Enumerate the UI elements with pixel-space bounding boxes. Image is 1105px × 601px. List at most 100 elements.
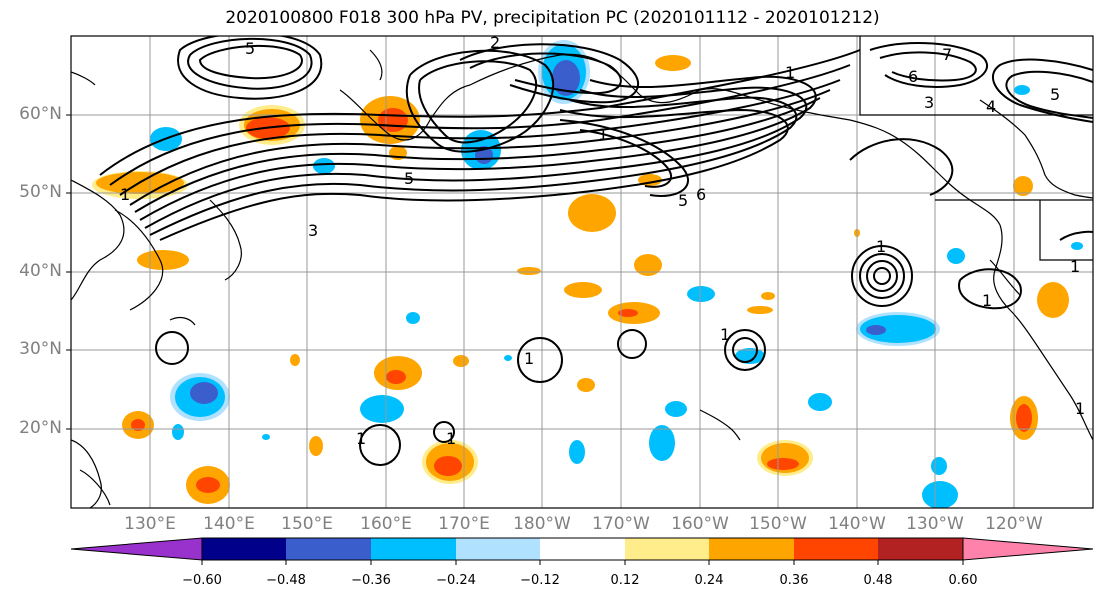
precip-positive-blob (577, 378, 595, 392)
precip-positive-blob (196, 477, 220, 493)
lon-label: 150°W (749, 514, 807, 534)
lat-lon-grid (71, 36, 1093, 508)
contour-label: 6 (908, 67, 918, 86)
colorbar-tick-label: −0.36 (351, 573, 391, 588)
precip-positive-blob (137, 250, 189, 270)
precip-positive-blob (434, 456, 462, 476)
contour-label: 1 (1070, 257, 1080, 276)
lon-label: 160°W (671, 514, 729, 534)
contour-label: 5 (678, 191, 688, 210)
contour-label: 1 (446, 429, 456, 448)
precip-negative-blob (931, 457, 947, 475)
contour-label: 1 (982, 291, 992, 310)
precip-negative-blob (947, 248, 965, 264)
contour-label: 3 (308, 221, 318, 240)
lon-label: 170°E (438, 514, 490, 534)
precip-positive-blob (564, 282, 602, 298)
colorbar-bin (878, 538, 963, 560)
colorbar-tick-label: 0.36 (779, 573, 809, 588)
colorbar-frame (201, 537, 964, 561)
contour-label: 5 (245, 39, 255, 58)
colorbar-tick-label: −0.60 (182, 573, 222, 588)
precip-negative-blob (649, 425, 675, 461)
precip-negative-blob (866, 325, 886, 335)
colorbar-bin (456, 538, 540, 560)
colorbar-tick-label: 0.24 (694, 573, 724, 588)
precip-negative-blob (569, 440, 585, 464)
precip-negative-blob (190, 382, 218, 404)
precip-positive-blob (767, 458, 799, 470)
colorbar-bin (625, 538, 709, 560)
contour-label: 5 (1050, 85, 1060, 104)
precip-negative-blob (504, 355, 512, 361)
contour-label: 1 (785, 63, 795, 82)
lat-label: 20°N (19, 418, 62, 438)
lat-label: 50°N (19, 182, 62, 202)
precip-positive-blob (309, 436, 323, 456)
precip-positive-blob (761, 292, 775, 300)
precip-negative-blob (313, 158, 335, 174)
precip-negative-blob (262, 434, 270, 440)
contour-label: 4 (986, 97, 996, 116)
precip-positive-blob (290, 354, 300, 366)
colorbar-bin (540, 538, 625, 560)
precip-negative-blob (1071, 242, 1083, 250)
colorbar (70, 537, 1094, 565)
lat-label: 60°N (19, 104, 62, 124)
contour-label: 1 (356, 429, 366, 448)
colorbar-tick-label: 0.48 (863, 573, 893, 588)
contour-label: 1 (720, 325, 730, 344)
precip-positive-blob (386, 370, 406, 384)
lon-label: 140°W (828, 514, 886, 534)
lat-label: 40°N (19, 261, 62, 281)
lon-label: 140°E (203, 514, 255, 534)
map-plot-area: 5 5 2 1 7 6 5 4 3 1 5 6 3 1 1 1 1 1 1 1 … (71, 36, 1093, 508)
lon-label: 130°E (124, 514, 176, 534)
colorbar-extend-high (962, 537, 1094, 561)
colorbar-bin (709, 538, 794, 560)
colorbar-extend-low (70, 537, 203, 561)
lon-label: 170°W (592, 514, 650, 534)
precip-positive-blob (453, 355, 469, 367)
colorbar-bin (371, 538, 456, 560)
colorbar-tick-label: −0.48 (266, 573, 306, 588)
precip-positive-blob (131, 419, 145, 431)
lon-label: 130°W (906, 514, 964, 534)
lon-label: 120°W (985, 514, 1043, 534)
colorbar-tick-label: 0.12 (610, 573, 640, 588)
lon-label: 150°E (281, 514, 333, 534)
axis-ticks (66, 114, 71, 430)
precip-negative-blob (360, 395, 404, 423)
colorbar-bin (794, 538, 878, 560)
colorbar-tick-label: 0.60 (948, 573, 978, 588)
precip-positive-blob (568, 194, 616, 232)
contour-label: 1 (598, 125, 608, 144)
map-title: 2020100800 F018 300 hPa PV, precipitatio… (225, 8, 880, 28)
precip-positive-blob (1013, 176, 1033, 196)
precip-positive-blob (1037, 282, 1069, 318)
contour-label: 1 (876, 237, 886, 256)
contour-label: 7 (942, 45, 952, 64)
precip-negative-blob (406, 312, 420, 324)
lon-label: 180°W (513, 514, 571, 534)
precip-positive-blob (655, 55, 691, 71)
precip-negative-blob (808, 393, 832, 411)
contour-label: 1 (1075, 399, 1085, 418)
precip-negative-blob (687, 286, 715, 302)
pv-contours (99, 36, 1093, 466)
lon-label: 160°E (360, 514, 412, 534)
precip-negative-blob (1014, 85, 1030, 95)
precip-positive-blob (747, 306, 773, 314)
precip-negative-blob (665, 401, 687, 417)
lat-label: 30°N (19, 339, 62, 359)
colorbar-bin (286, 538, 371, 560)
precip-negative-blob (860, 315, 936, 343)
colorbar-tick-label: −0.24 (436, 573, 476, 588)
colorbar-bin (202, 538, 286, 560)
precip-negative-blob (922, 481, 958, 508)
precip-positive-blob (517, 267, 541, 275)
contour-label: 6 (696, 185, 706, 204)
contour-labels: 5 5 2 1 7 6 5 4 3 1 5 6 3 1 1 1 1 1 1 1 … (120, 36, 1085, 448)
precip-negative-blob (172, 424, 184, 440)
